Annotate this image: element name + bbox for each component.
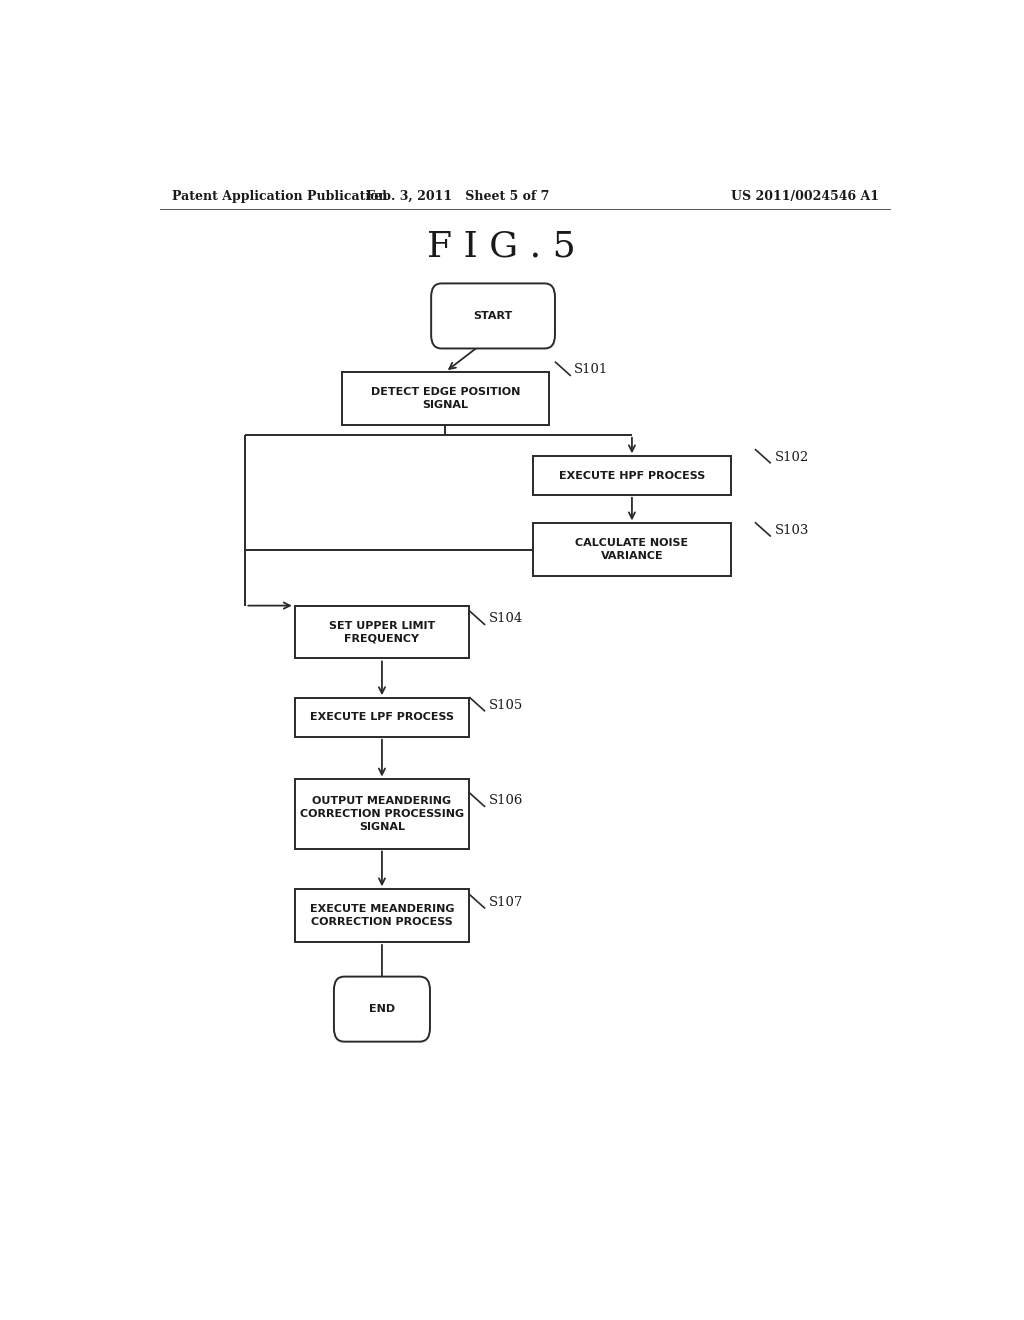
FancyBboxPatch shape [334,977,430,1041]
Text: SET UPPER LIMIT
FREQUENCY: SET UPPER LIMIT FREQUENCY [329,620,435,643]
Text: S104: S104 [489,612,523,626]
Text: Patent Application Publication: Patent Application Publication [172,190,387,202]
Text: S105: S105 [489,698,523,711]
FancyBboxPatch shape [431,284,555,348]
Text: EXECUTE HPF PROCESS: EXECUTE HPF PROCESS [559,470,706,480]
Text: F I G . 5: F I G . 5 [427,230,575,264]
Bar [342,372,549,425]
Bar [532,523,731,576]
Text: S103: S103 [775,524,809,537]
Text: EXECUTE LPF PROCESS: EXECUTE LPF PROCESS [310,713,454,722]
Text: CALCULATE NOISE
VARIANCE: CALCULATE NOISE VARIANCE [575,539,688,561]
Bar [295,779,469,849]
Text: S106: S106 [489,795,523,808]
Text: START: START [473,312,513,321]
Text: S102: S102 [775,450,809,463]
Text: END: END [369,1005,395,1014]
Text: S107: S107 [489,896,523,909]
Text: EXECUTE MEANDERING
CORRECTION PROCESS: EXECUTE MEANDERING CORRECTION PROCESS [309,904,455,927]
Text: US 2011/0024546 A1: US 2011/0024546 A1 [731,190,880,202]
Text: Feb. 3, 2011   Sheet 5 of 7: Feb. 3, 2011 Sheet 5 of 7 [366,190,549,202]
Bar [295,606,469,659]
Bar [295,698,469,737]
Bar [295,890,469,942]
Bar [532,457,731,495]
Text: DETECT EDGE POSITION
SIGNAL: DETECT EDGE POSITION SIGNAL [371,387,520,409]
Text: S101: S101 [574,363,608,376]
Text: OUTPUT MEANDERING
CORRECTION PROCESSING
SIGNAL: OUTPUT MEANDERING CORRECTION PROCESSING … [300,796,464,832]
